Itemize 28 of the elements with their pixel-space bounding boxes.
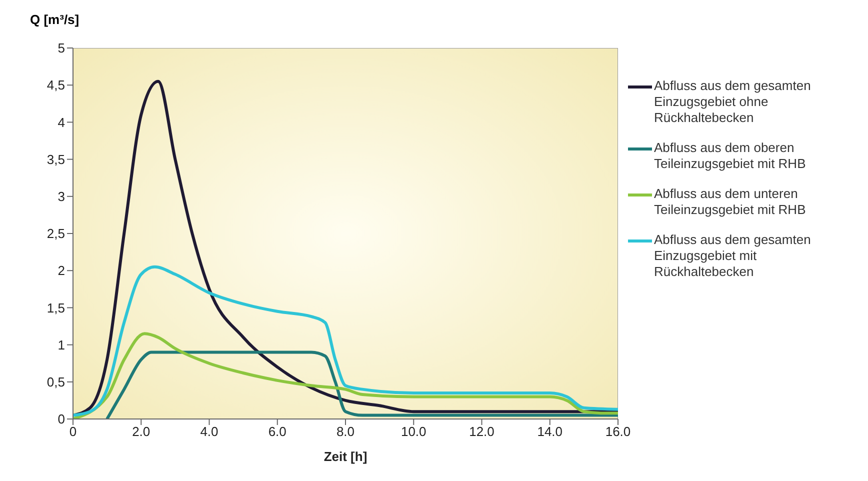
x-tick-label: 12.0 [469, 424, 494, 440]
y-axis-title: Q [m³/s] [30, 12, 80, 27]
y-tick-label: 1,5 [46, 300, 65, 316]
legend-label: Abfluss aus dem oberen Teileinzugsgebiet mit RHB [654, 140, 807, 172]
line-series [106, 350, 618, 419]
y-tick-label: 1 [58, 337, 65, 352]
legend-label: Abfluss aus dem unteren Teileinzugsgebiet mit RHB [654, 186, 807, 218]
y-tick-label: 3 [58, 189, 65, 204]
x-tick-label: 6.0 [268, 424, 286, 440]
y-tick-label: 0 [58, 412, 65, 427]
y-tick-label: 5 [58, 40, 65, 56]
legend-label: Abfluss aus dem gesamten Einzugsgebiet mit Rückhaltebecken [654, 232, 812, 280]
x-tick-label: 0 [69, 424, 77, 440]
x-tick-label: 2.0 [132, 424, 150, 440]
x-tick-label: 16.0 [605, 424, 631, 440]
y-tick-label: 2 [58, 263, 65, 278]
line-series [73, 265, 618, 417]
x-axis-title: Zeit [h] [324, 449, 368, 464]
legend-label: Abfluss aus dem gesamten Einzugsgebiet ohne Rückhaltebecken [654, 78, 812, 126]
x-tick-label: 8.0 [336, 424, 355, 440]
y-tick-label: 2,5 [46, 226, 65, 242]
y-tick-label: 0,5 [46, 374, 65, 390]
x-tick-label: 4.0 [200, 424, 218, 440]
y-tick-label: 3,5 [46, 152, 65, 167]
y-tick-label: 4,5 [46, 78, 65, 93]
x-tick-label: 14.0 [537, 424, 563, 440]
y-tick-label: 4 [58, 114, 65, 130]
x-tick-label: 10.0 [400, 424, 426, 440]
